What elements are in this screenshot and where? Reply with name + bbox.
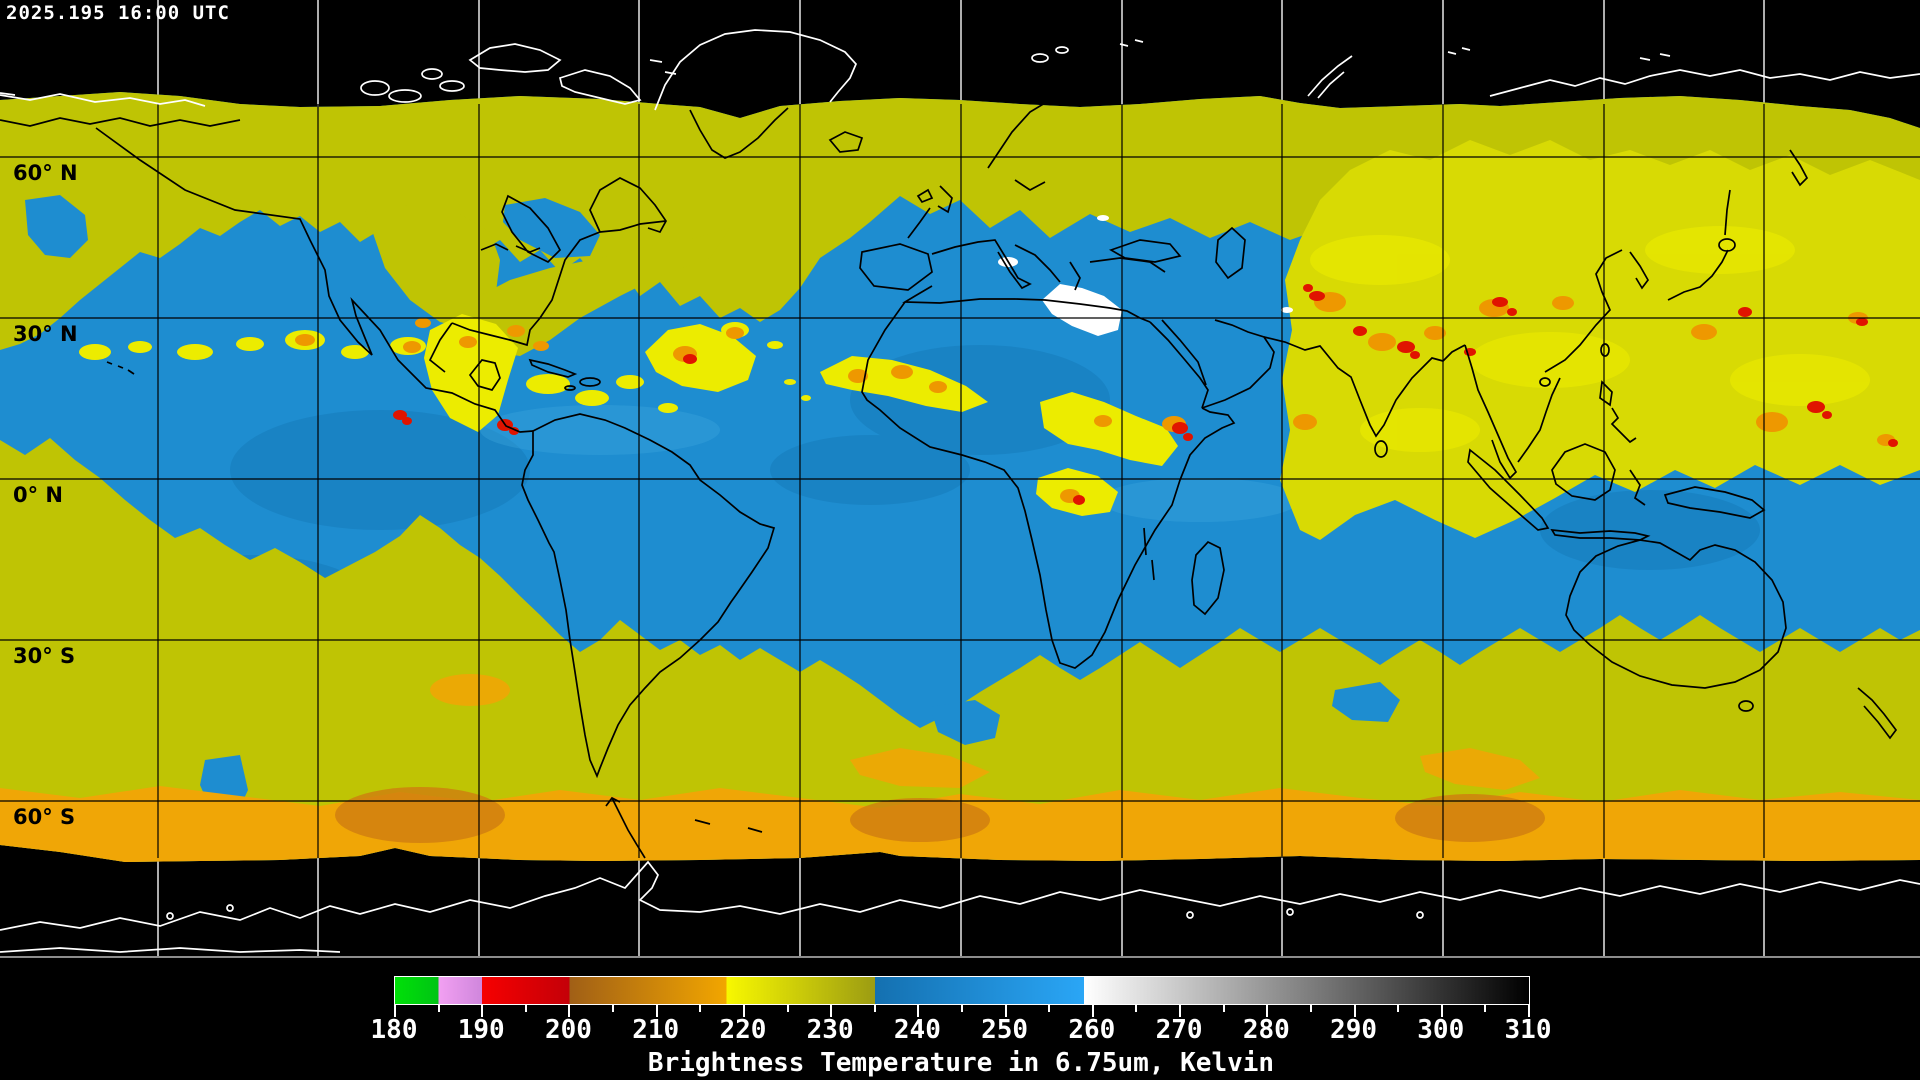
colorbar-tick-label: 290 [1330,1015,1378,1045]
latitude-label-30s: 30° S [13,644,75,668]
colorbar-tick [742,1005,745,1017]
colorbar-tick [917,1005,920,1017]
graticule-black [0,104,1920,858]
colorbar-tick-label: 260 [1068,1015,1116,1045]
colorbar-tick-label: 250 [981,1015,1029,1045]
latitude-labels: 60° N 30° N 0° N 30° S 60° S [13,161,78,829]
colorbar-tick [1309,1005,1312,1012]
colorbar-tick [786,1005,789,1012]
orange-streaks-south [430,674,1540,790]
monsoon-streaks [1310,226,1870,452]
colorbar-tick [961,1005,963,1012]
colorbar-tick [1048,1005,1051,1012]
colorbar-ticks [394,1005,1530,1019]
colorbar-tick [873,1005,876,1012]
colorbar-tick [1397,1005,1400,1012]
colorbar [394,976,1530,1005]
latitude-label-60s: 60° S [13,805,75,829]
coastlines-black [0,99,1898,859]
latitude-label-0n: 0° N [13,483,63,507]
colorbar-tick-label: 270 [1155,1015,1203,1045]
colorbar-tick [612,1005,615,1012]
colorbar-tick-label: 240 [893,1015,941,1045]
colorbar-tick [1440,1005,1443,1017]
colorbar-tick [1528,1005,1530,1017]
colorbar-tick-label: 230 [806,1015,854,1045]
colorbar-caption: Brightness Temperature in 6.75um, Kelvin [647,1048,1275,1078]
colorbar-tick [1222,1005,1225,1012]
map-canvas: 60° N 30° N 0° N 30° S 60° S [0,0,1920,958]
colorbar-tick-label: 200 [544,1015,592,1045]
colorbar-tick-label: 210 [632,1015,680,1045]
colorbar-tick [830,1005,833,1017]
colorbar-tick-label: 300 [1417,1015,1465,1045]
colorbar-tick [1484,1005,1487,1012]
timestamp: 2025.195 16:00 UTC [6,2,230,24]
colorbar-tick-label: 180 [370,1015,418,1045]
colorbar-tick [394,1005,396,1017]
colorbar-tick-label: 310 [1504,1015,1552,1045]
colorbar-tick [1353,1005,1356,1017]
colorbar-tick [481,1005,484,1017]
colorbar-tick [524,1005,527,1012]
colorbar-tick [1179,1005,1182,1017]
latitude-label-30n: 30° N [13,322,78,346]
colorbar-tick [437,1005,440,1012]
colorbar-tick [1266,1005,1269,1017]
colorbar-tick-label: 280 [1242,1015,1290,1045]
colorbar-tick-label: 190 [457,1015,505,1045]
data-region [0,92,1920,862]
colorbar-tick [699,1005,702,1012]
colorbar-tick-label: 220 [719,1015,767,1045]
colorbar-tick [568,1005,571,1017]
colorbar-tick [655,1005,658,1017]
colorbar-tick [1004,1005,1007,1017]
latitude-label-60n: 60° N [13,161,78,185]
colorbar-tick [1091,1005,1094,1017]
coastlines-white [0,29,1920,953]
colorbar-tick [1135,1005,1138,1012]
colorbar-tick-labels: 180 190 200 210 220 230 240 250 260 270 280 290 300 3… [371,1015,1552,1045]
